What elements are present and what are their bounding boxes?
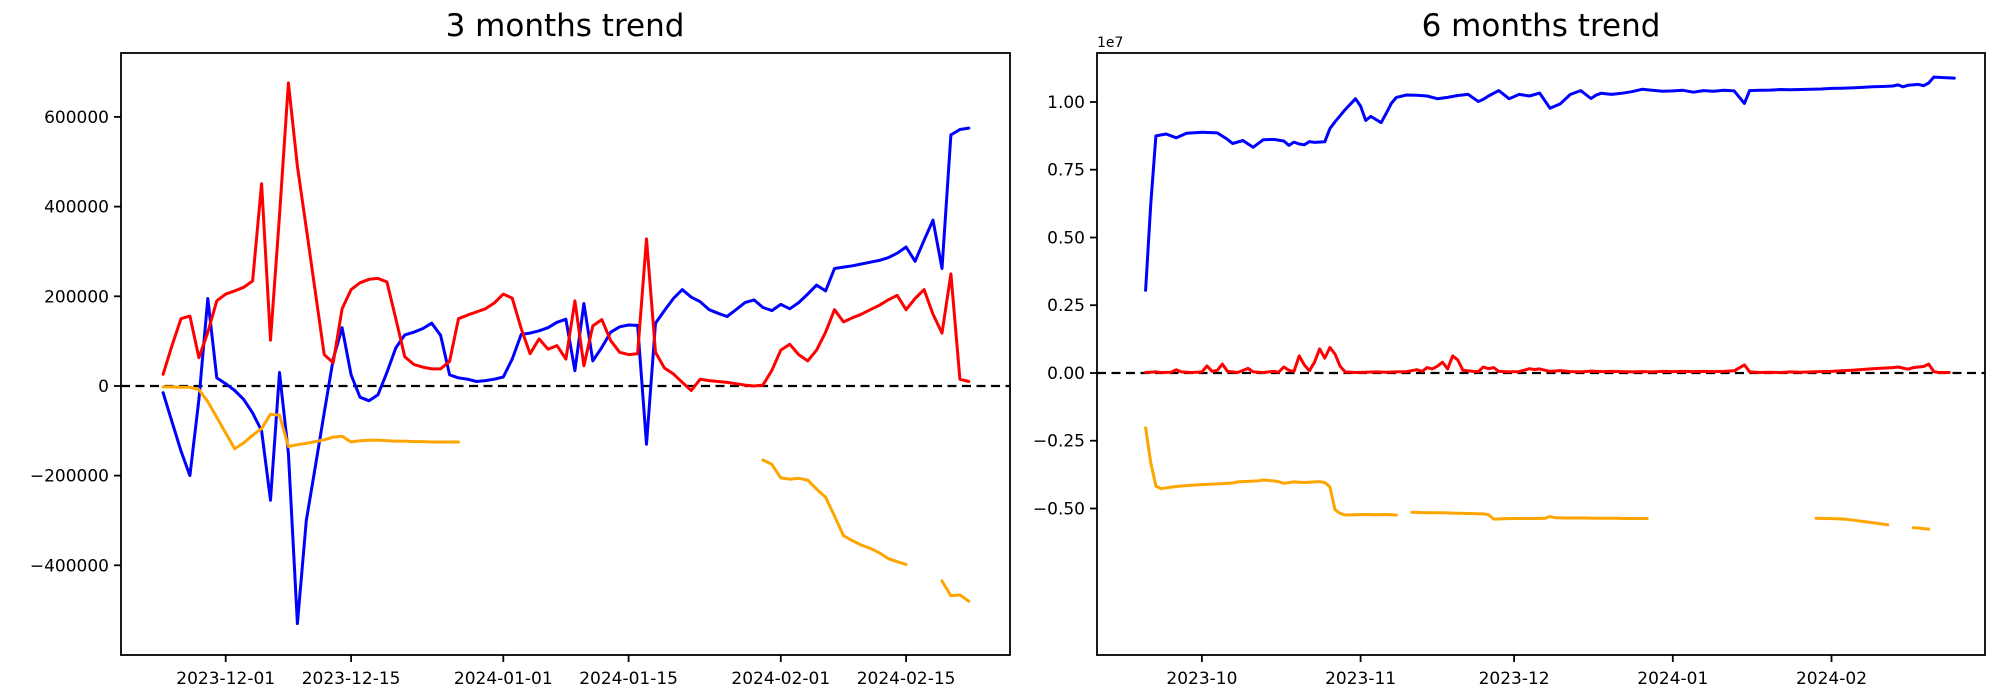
x-tick-label: 2024-01-01 <box>454 669 553 689</box>
plot-area-right: 2023-10 2023-11 2023-12 2024-01 2024-02 1.00 0… <box>1033 52 1986 689</box>
y-tick-label: 1.00 <box>1047 93 1085 113</box>
series-blue-line <box>161 126 971 626</box>
x-tick-label: 2024-02-01 <box>731 669 830 689</box>
series-orange-line <box>1410 510 1649 521</box>
x-tick-label: 2024-01-15 <box>579 669 678 689</box>
y-tick-label: −0.50 <box>1033 500 1085 520</box>
x-tick-label: 2023-12-01 <box>176 669 275 689</box>
y-tick-label: 400000 <box>44 198 109 218</box>
x-tick-label: 2023-10 <box>1166 669 1237 689</box>
series-orange-line <box>940 579 971 603</box>
series-orange-line <box>761 458 908 566</box>
x-tick-label: 2024-02 <box>1796 669 1867 689</box>
plot-border <box>1096 52 1986 656</box>
y-tick-label: 600000 <box>44 108 109 128</box>
y-tick-label: 0.00 <box>1047 364 1085 384</box>
y-tick-label: −0.25 <box>1033 432 1085 452</box>
axis-offset-label-1e7: 1e7 <box>1097 35 1123 51</box>
y-tick-label: 0.75 <box>1047 161 1085 181</box>
x-tick-label: 2023-11 <box>1325 669 1396 689</box>
plot-border <box>120 52 1011 656</box>
series-orange-line <box>161 385 460 451</box>
y-tick-label: 200000 <box>44 287 109 307</box>
plot-area-left: 2023-12-01 2023-12-15 2024-01-01 2024-01-15… <box>30 52 1011 689</box>
series-orange-line <box>1814 516 1890 527</box>
y-tick-label: 0.50 <box>1047 229 1085 249</box>
series-red-line <box>161 81 971 392</box>
y-tick-label: −400000 <box>30 556 109 576</box>
y-tick-label: 0.25 <box>1047 296 1085 316</box>
x-tick-label: 2023-12 <box>1479 669 1550 689</box>
x-tick-label: 2024-02-15 <box>857 669 956 689</box>
chart-title-right: 6 months trend <box>1422 8 1661 44</box>
chart-6-months-trend: 6 months trend 1e7 2023-10 2023-11 2023-12… <box>1033 8 1986 689</box>
series-orange-line <box>1144 426 1398 517</box>
series-blue-line <box>1144 75 1956 292</box>
series-orange-line <box>1911 526 1931 531</box>
chart-title-left: 3 months trend <box>446 8 685 44</box>
chart-3-months-trend: 3 months trend 2023-12-01 2023-12-15 2024-… <box>30 8 1011 689</box>
x-tick-label: 2023-12-15 <box>302 669 401 689</box>
y-tick-label: −200000 <box>30 467 109 487</box>
y-tick-label: 0 <box>98 377 109 397</box>
x-tick-label: 2024-01 <box>1637 669 1708 689</box>
series-red-line <box>1144 346 1951 374</box>
